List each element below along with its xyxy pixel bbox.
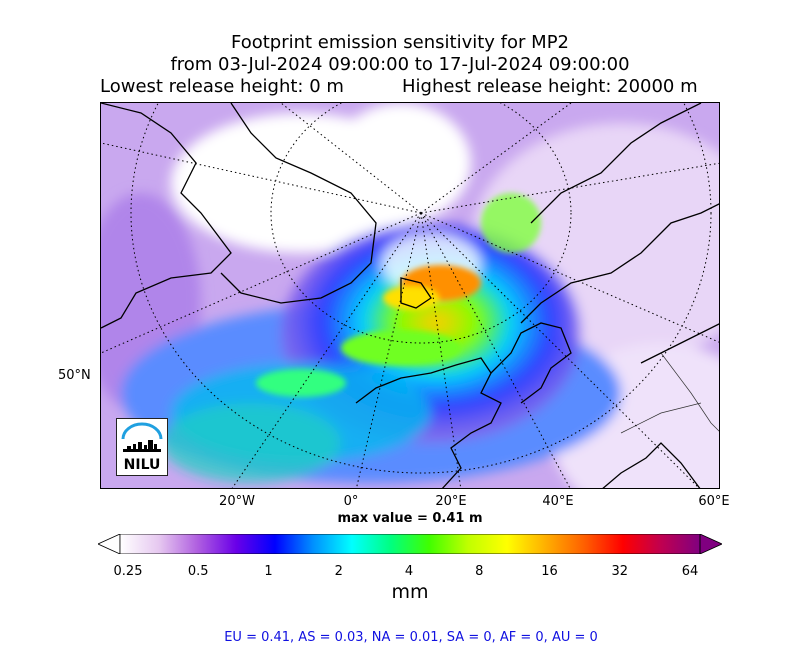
colorbar-unit: mm [391, 581, 429, 603]
lon-label-60e: 60°E [698, 494, 730, 509]
colorbar-tick-label: 0.25 [113, 564, 143, 579]
lon-label-20e: 20°E [435, 494, 467, 509]
colorbar-tick-label: 64 [681, 564, 699, 579]
nilu-logo: NILU [116, 418, 168, 476]
colorbar-tick-label: 8 [475, 564, 484, 579]
map-title: Footprint emission sensitivity for MP2 [230, 32, 569, 53]
map-date-range: from 03-Jul-2024 09:00:00 to 17-Jul-2024… [170, 54, 630, 75]
lon-label-0: 0° [343, 494, 359, 509]
graticule [101, 103, 719, 488]
colorbar-tick-label: 16 [541, 564, 558, 579]
lon-label-40e: 40°E [542, 494, 574, 509]
nilu-logo-text: NILU [123, 457, 161, 473]
lowest-release-height: Lowest release height: 0 m [100, 76, 344, 97]
colorbar [98, 534, 722, 554]
lon-label-20w: 20°W [219, 494, 255, 509]
max-value-label: max value = 0.41 m [337, 511, 483, 526]
lat-label-50n: 50°N [58, 368, 91, 383]
colorbar-max-extend [699, 534, 722, 554]
colorbar-tick-label: 32 [611, 564, 629, 579]
colorbar-tick-label: 2 [334, 564, 343, 579]
colorbar-tick-label: 4 [404, 564, 414, 579]
nilu-logo-icon [121, 422, 163, 452]
colorbar-gradient [120, 534, 700, 554]
highest-release-height: Highest release height: 20000 m [402, 76, 698, 97]
colorbar-tick-label: 1 [264, 564, 273, 579]
footprint-map [100, 102, 720, 489]
region-values: EU = 0.41, AS = 0.03, NA = 0.01, SA = 0,… [224, 630, 598, 645]
coastlines [101, 103, 719, 488]
colorbar-min-extend [98, 534, 121, 554]
colorbar-tick-label: 0.5 [187, 564, 209, 579]
